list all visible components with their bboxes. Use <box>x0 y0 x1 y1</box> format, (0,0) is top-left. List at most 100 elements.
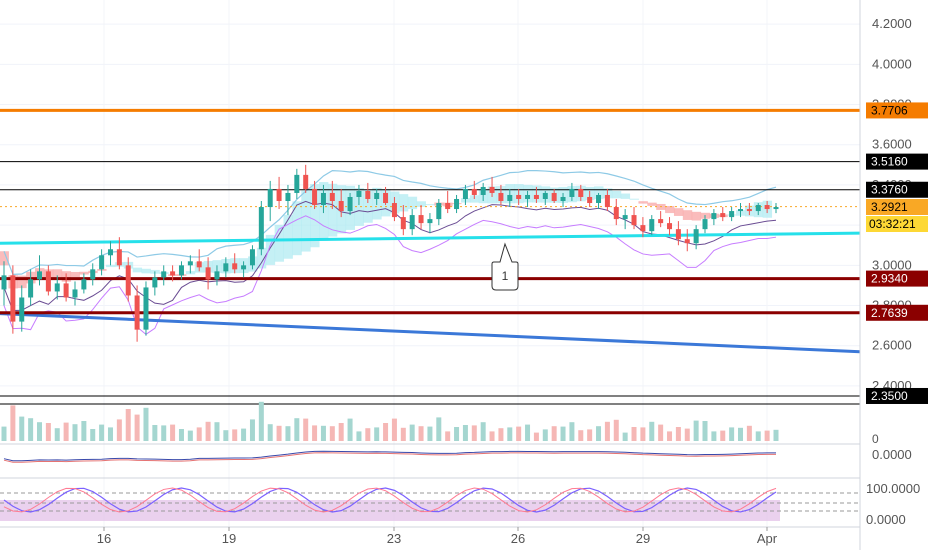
volume-bar <box>383 423 389 441</box>
time-tick-label: 26 <box>511 531 525 546</box>
cloud-segment <box>425 204 435 206</box>
stoch-band <box>0 500 780 521</box>
volume-bar <box>587 429 593 441</box>
candle-body <box>276 188 282 202</box>
volume-bar <box>81 421 87 441</box>
candle-body <box>516 194 522 199</box>
level-tag-bg <box>866 387 928 404</box>
volume-bar <box>320 425 326 441</box>
volume-bar <box>205 421 211 441</box>
volume-bar <box>10 405 16 441</box>
trendline <box>0 231 861 245</box>
candle-body <box>551 192 557 202</box>
volume-bar <box>170 424 176 441</box>
volume-bar <box>329 426 335 441</box>
candle-body <box>693 229 699 244</box>
volume-bar <box>418 426 424 441</box>
volume-bar <box>365 428 371 441</box>
level-tag-bg <box>866 181 928 198</box>
candle-body <box>72 289 78 298</box>
volume-bar <box>738 427 744 441</box>
volume-bar <box>54 428 60 441</box>
volume-bar <box>631 427 637 441</box>
cloud-segment <box>256 247 267 269</box>
volume-bar <box>675 427 681 441</box>
candle-body <box>684 239 690 244</box>
volume-bar <box>303 418 309 441</box>
cloud-segment <box>665 205 675 214</box>
volume-bar <box>72 424 78 441</box>
candle-body <box>746 209 752 212</box>
volume-bar <box>542 429 548 441</box>
volume-bar <box>267 424 273 441</box>
candle-body <box>578 188 584 197</box>
candle-body <box>542 192 548 199</box>
volume-bar <box>596 426 602 441</box>
candle-body <box>258 207 264 250</box>
cloud-segment <box>398 194 409 212</box>
candle-body <box>755 205 761 212</box>
candle-body <box>205 267 211 280</box>
price-tick-label: 4.0000 <box>872 56 912 71</box>
time-axis[interactable]: 16 19 23 26 29 Apr <box>97 527 778 546</box>
volume-bar <box>684 428 690 441</box>
candle-body <box>711 213 717 220</box>
volume-bar <box>533 432 539 441</box>
candle-body <box>720 213 726 218</box>
candle-body <box>187 261 193 266</box>
volume-bar <box>107 427 113 441</box>
candle-body <box>525 194 531 199</box>
volume-bar <box>746 425 752 441</box>
price-tick-label: 3.6000 <box>872 137 912 152</box>
candle-body <box>498 192 504 202</box>
cloud-segment <box>283 214 293 259</box>
candle-body <box>161 271 167 278</box>
volume-bar <box>241 428 247 441</box>
volume-bar <box>196 427 202 441</box>
candle-body <box>134 295 140 330</box>
volume-bar <box>63 422 69 441</box>
cloud-segment <box>141 268 151 274</box>
time-tick-label: Apr <box>757 531 778 546</box>
candle-body <box>99 255 105 270</box>
time-tick-label: 23 <box>387 531 401 546</box>
trendline <box>0 312 861 354</box>
cloud-segment <box>682 210 693 220</box>
volume-bar <box>143 407 149 441</box>
candle-body <box>622 215 628 220</box>
volume-bar <box>445 431 451 441</box>
volume-bar <box>125 409 131 441</box>
candles <box>1 164 779 342</box>
volume-bar <box>187 430 193 441</box>
annotation-callout[interactable]: 1 <box>491 242 519 291</box>
volume-bar <box>436 417 442 441</box>
candle-body <box>560 196 566 202</box>
cloud-segment <box>301 190 311 252</box>
volume-bar <box>720 430 726 441</box>
volume-bar <box>134 414 140 441</box>
last-price-tag: 3.2921 03:32:21 <box>866 199 928 232</box>
candle-body <box>143 287 149 330</box>
candle-body <box>19 297 25 322</box>
price-tick-label: 4.2000 <box>872 16 912 31</box>
volume-bar <box>693 420 699 441</box>
candle-body <box>569 188 575 197</box>
candle-body <box>338 201 344 212</box>
candle-body <box>658 219 664 224</box>
volume-bar <box>578 430 584 441</box>
cloud-segment <box>673 208 684 216</box>
volume-bar <box>152 425 158 441</box>
stochastic-pane: 100.0000 0.0000 <box>0 477 920 527</box>
volume-bar <box>702 421 708 441</box>
cloud-segment <box>327 183 338 237</box>
volume-bar <box>649 421 655 441</box>
level-tag-bg <box>866 153 928 170</box>
level-tag-label: 2.3500 <box>871 389 908 403</box>
volume-bar <box>116 419 122 441</box>
level-tag-label: 2.9340 <box>871 272 908 286</box>
osc-line-blue <box>3 450 777 462</box>
horizontal-levels <box>0 108 860 397</box>
candle-body <box>409 215 415 230</box>
trendlines <box>0 231 861 354</box>
